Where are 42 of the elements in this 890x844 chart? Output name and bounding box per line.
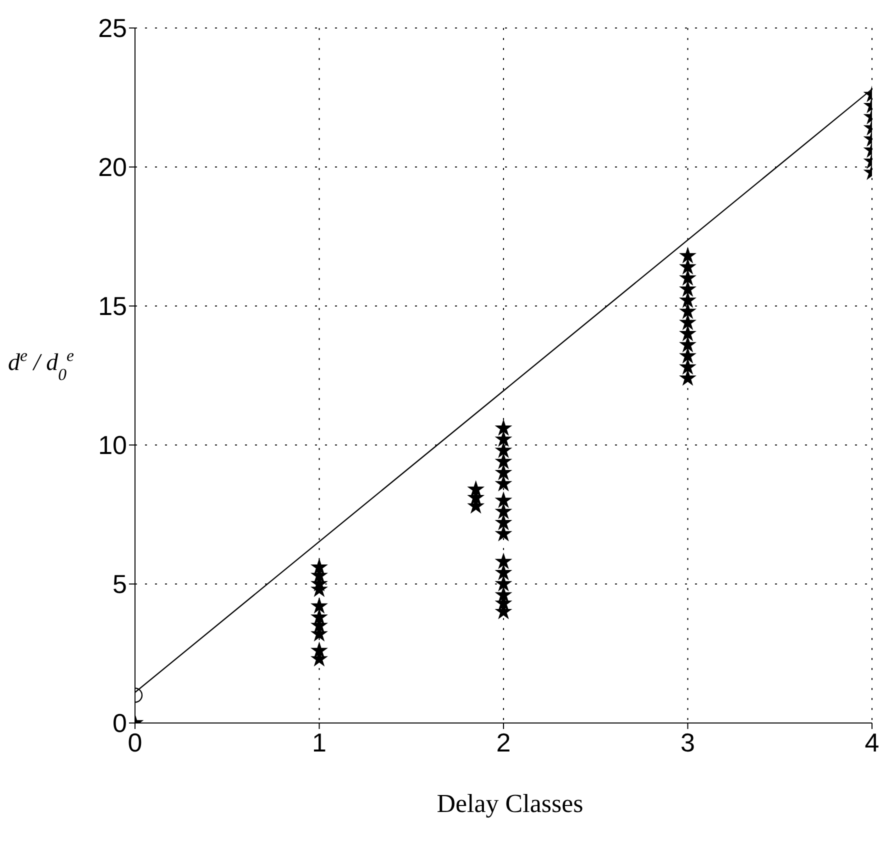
x-tick-label: 2 [496,727,511,758]
point [680,314,696,330]
point [680,259,696,274]
point [312,642,327,658]
point [496,564,512,580]
point [496,587,512,602]
point [496,576,512,591]
x-tick-label: 1 [312,727,326,758]
point [496,431,512,446]
point [496,492,512,508]
point [312,598,327,613]
point [680,292,696,308]
x-tick-label: 3 [680,727,695,758]
point [496,554,512,568]
y-tick-label: 0 [112,708,127,738]
point [496,464,512,480]
point [496,514,512,530]
point [680,326,696,340]
y-tick-label: 20 [98,152,127,182]
y-tick-label: 10 [98,430,127,460]
point [680,270,696,285]
point [680,370,696,385]
x-axis-title: Delay Classes [436,789,584,818]
point [312,559,327,574]
y-tick-label: 25 [98,13,127,44]
point [680,248,696,263]
point [680,304,696,318]
y-tick-label: 15 [98,291,127,322]
y-tick-label: 5 [112,569,127,600]
point [680,281,696,296]
point [680,348,696,363]
point [496,420,512,435]
point [496,504,512,518]
point [496,476,512,491]
point [312,609,327,624]
x-tick-label: 4 [864,727,880,758]
point [468,481,484,496]
point [680,336,696,352]
point [496,454,512,468]
point [680,359,696,374]
point [496,526,512,541]
point [496,442,512,458]
